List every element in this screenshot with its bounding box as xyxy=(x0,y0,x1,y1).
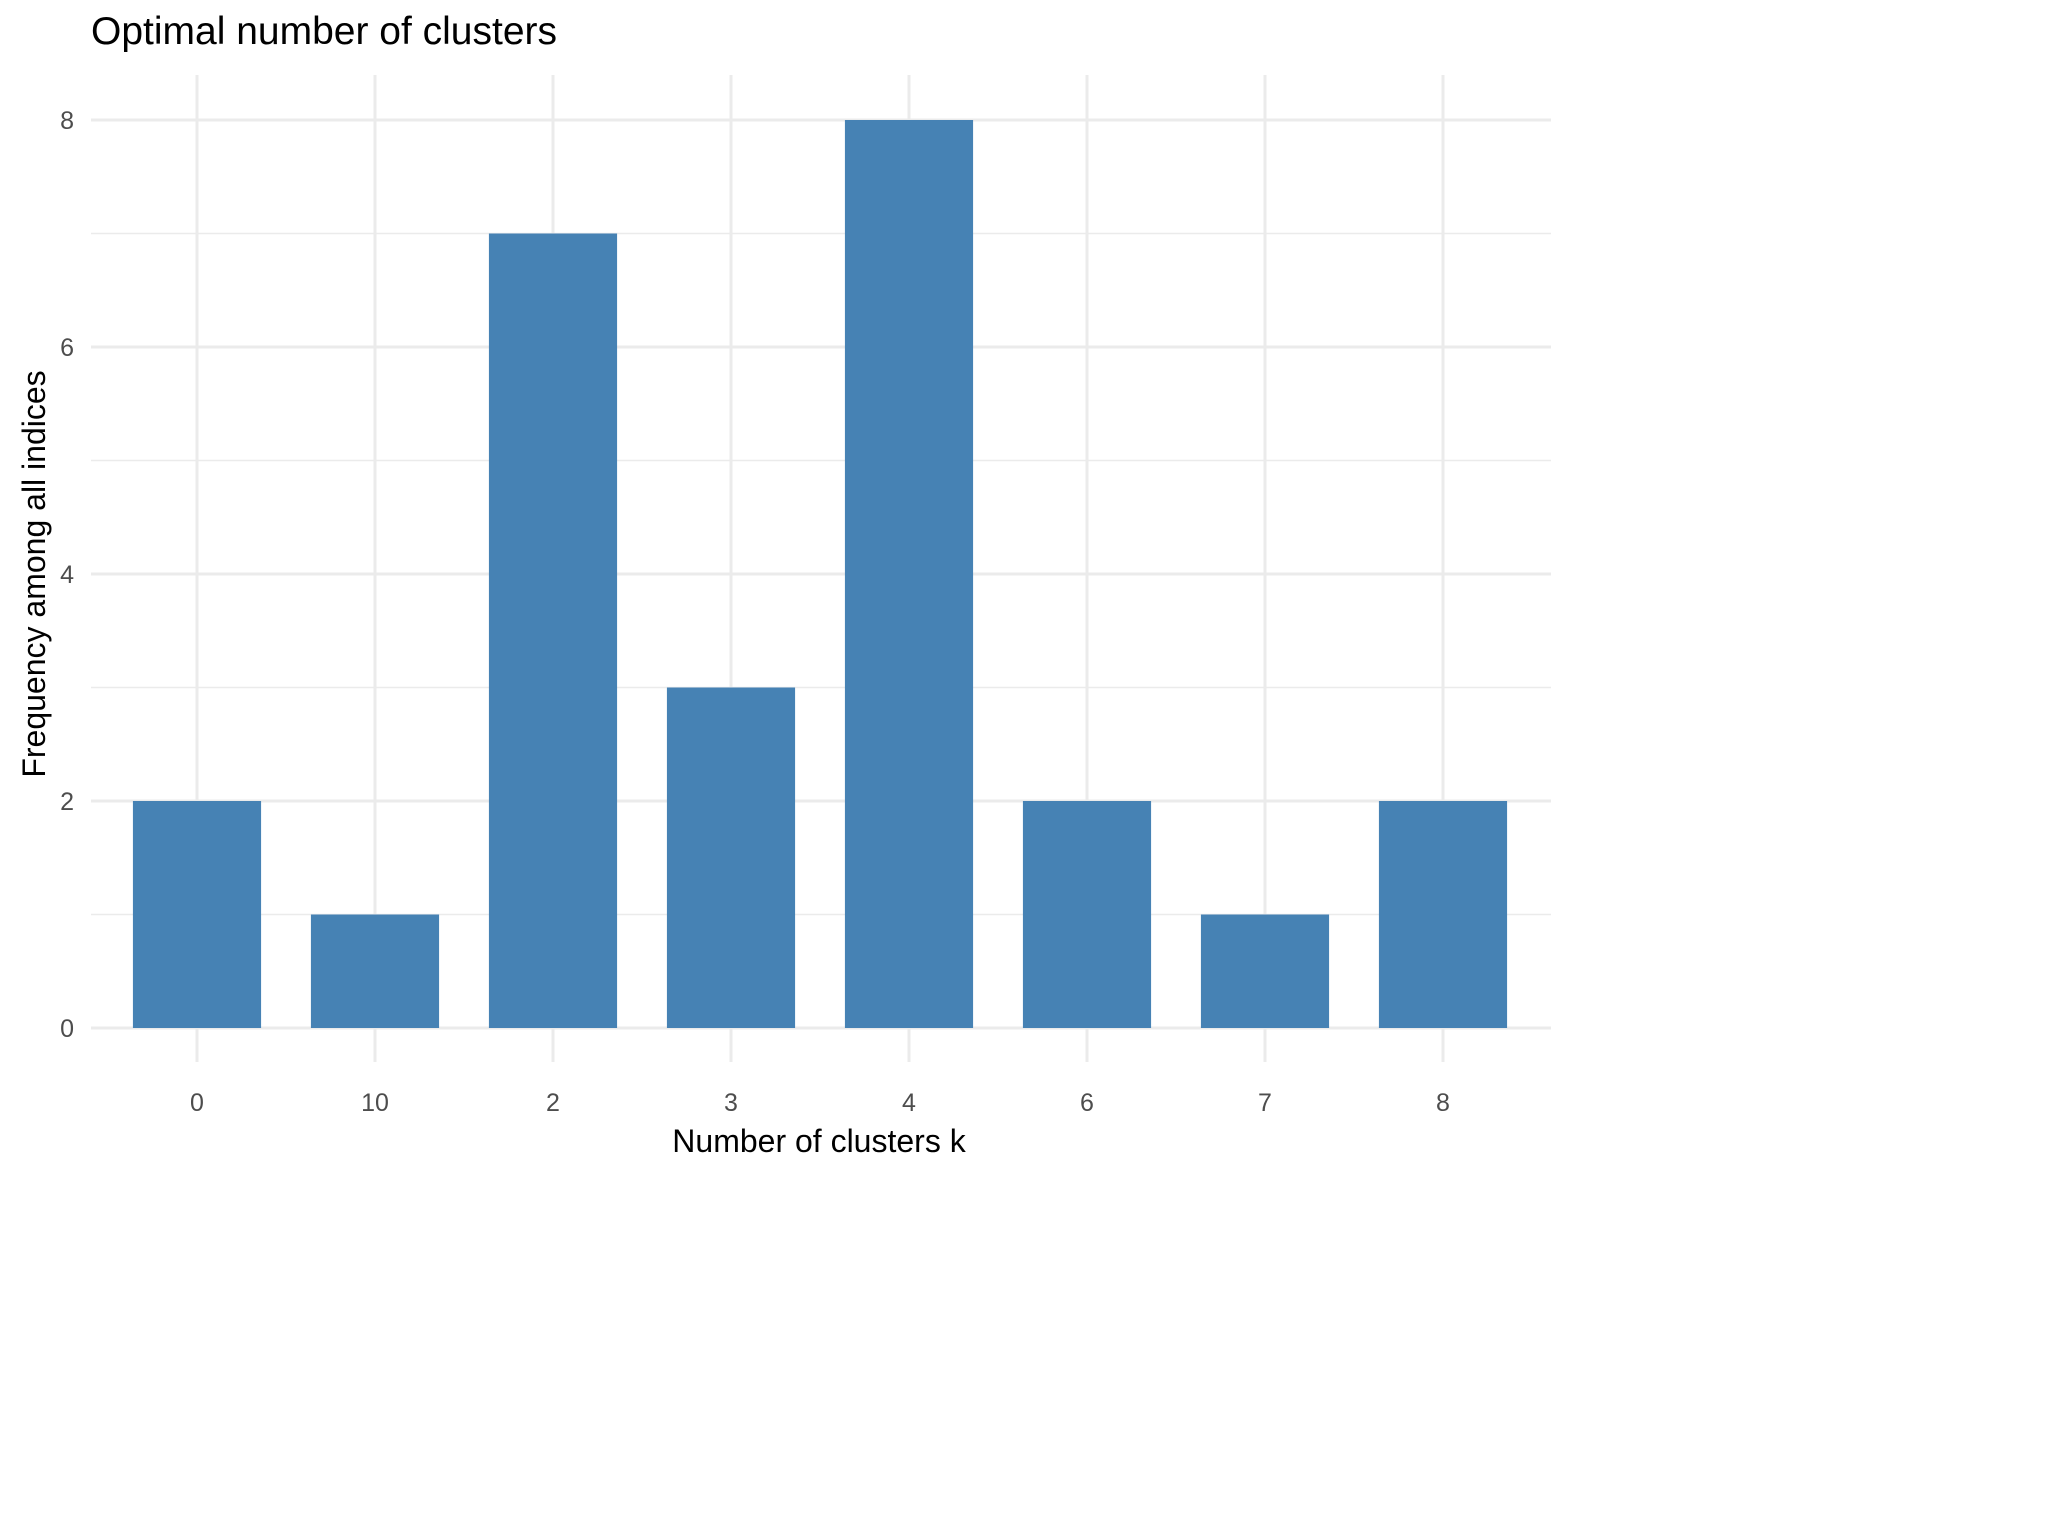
bar-3 xyxy=(666,687,796,1028)
x-tick-label: 2 xyxy=(546,1089,560,1117)
y-axis-title: Frequency among all indices xyxy=(16,370,52,777)
x-axis-title: Number of clusters k xyxy=(672,1123,966,1159)
y-tick-label: 6 xyxy=(60,334,74,362)
x-tick-label: 6 xyxy=(1080,1089,1094,1117)
y-tick-label: 0 xyxy=(60,1015,74,1043)
bar-10 xyxy=(310,914,440,1028)
x-tick-label: 7 xyxy=(1258,1089,1272,1117)
bar-8 xyxy=(1378,801,1508,1028)
grid-lines xyxy=(91,75,1551,1062)
y-tick-label: 2 xyxy=(60,788,74,816)
bar-0 xyxy=(132,801,262,1028)
chart-title: Optimal number of clusters xyxy=(91,10,558,53)
x-tick-label: 8 xyxy=(1436,1089,1450,1117)
bar-6 xyxy=(1022,801,1152,1028)
x-tick-label: 10 xyxy=(361,1089,389,1117)
x-tick-label: 3 xyxy=(724,1089,738,1117)
y-tick-label: 8 xyxy=(60,107,74,135)
bar-chart: 0 2 4 6 8 0 10 2 3 4 6 7 8 Number of clusters k Fre… xyxy=(16,75,1551,1159)
bar-7 xyxy=(1200,914,1330,1028)
y-tick-label: 4 xyxy=(60,561,74,589)
bar-4 xyxy=(844,120,974,1028)
y-tick-labels: 0 2 4 6 8 xyxy=(60,107,74,1043)
x-tick-label: 4 xyxy=(902,1089,916,1117)
x-tick-label: 0 xyxy=(190,1089,204,1117)
bars xyxy=(132,120,1508,1028)
x-tick-labels: 0 10 2 3 4 6 7 8 xyxy=(190,1089,1450,1117)
bar-2 xyxy=(488,233,618,1028)
